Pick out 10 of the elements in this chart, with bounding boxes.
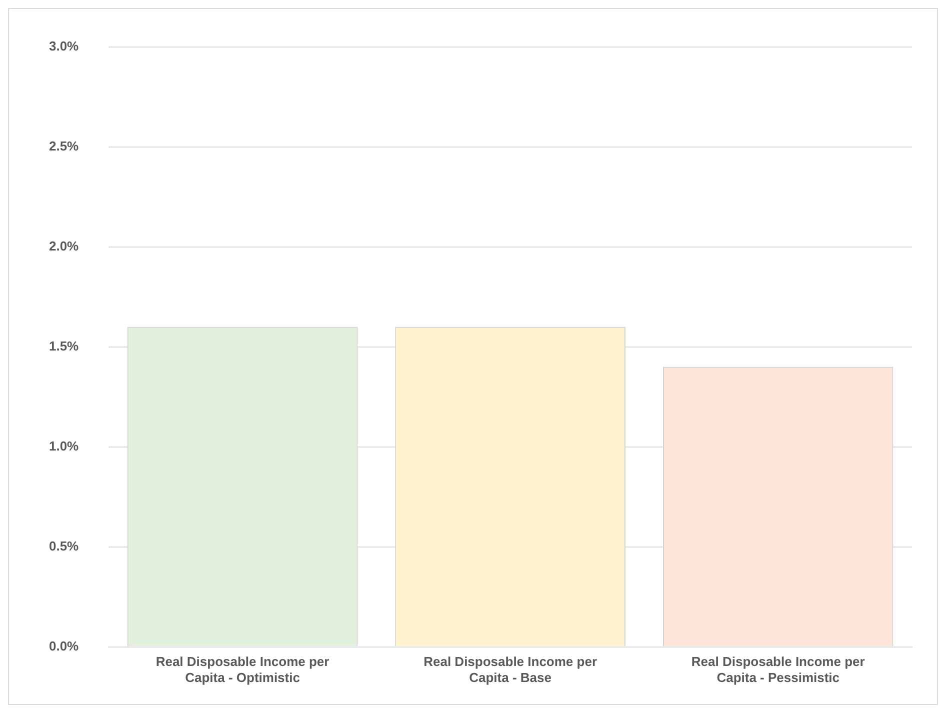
- y-tick-label: 3.0%: [48, 38, 80, 54]
- y-tick-label: 1.0%: [48, 438, 80, 454]
- y-tick-label: 2.0%: [48, 238, 80, 254]
- x-tick-label: Real Disposable Income per Capita - Pessimistic: [691, 654, 865, 685]
- y-tick-label: 2.5%: [48, 138, 80, 154]
- y-tick-label: 0.5%: [48, 538, 80, 554]
- y-tick-label: 1.5%: [48, 338, 80, 354]
- y-tick-label: 0.0%: [48, 638, 80, 654]
- x-tick-label: Real Disposable Income per Capita - Base: [424, 654, 598, 685]
- x-tick-label: Real Disposable Income per Capita - Optimistic: [156, 654, 330, 685]
